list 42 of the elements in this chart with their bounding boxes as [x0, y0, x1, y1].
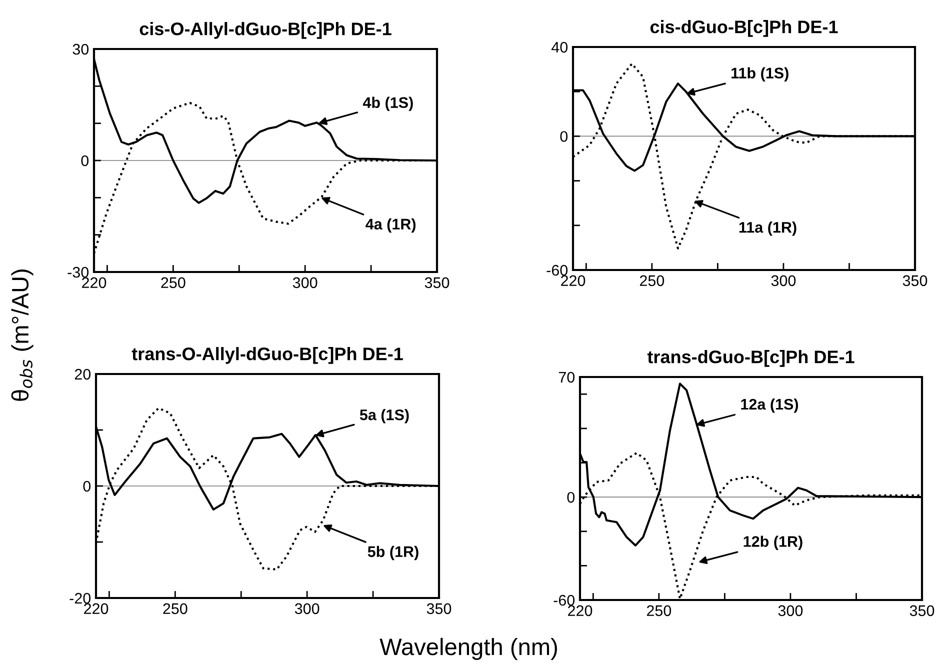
- x-tick-label: 250: [640, 275, 664, 286]
- x-tick-label: 300: [292, 277, 318, 288]
- chart-title: trans-dGuo-B[c]Ph DE-1: [647, 350, 854, 367]
- x-tick-label: 300: [778, 605, 803, 616]
- y-tick-label: 30: [72, 44, 89, 55]
- x-tick-label: 350: [910, 605, 934, 616]
- annotation: 12a (1S): [741, 398, 798, 413]
- y-tick-label: 20: [74, 368, 91, 380]
- y-tick-label: 0: [560, 131, 568, 142]
- x-tick-label: 220: [84, 603, 108, 614]
- chart-title: trans-O-Allyl-dGuo-B[c]Ph DE-1: [132, 347, 403, 364]
- y-tick-label: 0: [81, 155, 89, 166]
- annotation: 11a (1R): [739, 222, 796, 236]
- chart-title: cis-O-Allyl-dGuo-B[c]Ph DE-1: [140, 22, 392, 39]
- y-tick-label: -60: [554, 594, 575, 606]
- x-tick-label: 300: [771, 275, 796, 286]
- y-axis-title: θ$_{obs}$ (m°/AU): [11, 270, 34, 401]
- y-tick-label: -60: [546, 264, 568, 276]
- x-tick-label: 250: [646, 605, 672, 616]
- annotation: 12b (1R): [744, 536, 802, 550]
- annotation: 4a (1R): [366, 218, 416, 233]
- y-tick-label: 40: [552, 42, 568, 53]
- x-tick-label: 350: [424, 277, 450, 288]
- y-tick-label: -20: [70, 592, 91, 604]
- chart-title: cis-dGuo-B[c]Ph DE-1: [650, 20, 838, 37]
- y-tick-label: 70: [558, 372, 575, 383]
- x-tick-label: 250: [163, 603, 188, 614]
- x-axis-title: Wavelength (nm): [380, 638, 557, 660]
- x-tick-label: 220: [82, 277, 106, 288]
- x-tick-label: 300: [294, 603, 320, 614]
- x-tick-label: 350: [426, 603, 452, 614]
- annotation: 5a (1S): [360, 409, 409, 424]
- x-tick-label: 250: [161, 277, 186, 288]
- annotation: 5b (1R): [368, 546, 418, 560]
- y-tick-label: 0: [567, 492, 575, 503]
- annotation: 11b (1S): [732, 67, 788, 82]
- y-tick-label: 0: [83, 480, 91, 492]
- annotation: 4b (1S): [362, 96, 413, 112]
- x-tick-label: 220: [561, 275, 586, 286]
- y-tick-label: -30: [68, 266, 89, 278]
- x-tick-label: 350: [902, 275, 928, 286]
- x-tick-label: 220: [568, 605, 592, 616]
